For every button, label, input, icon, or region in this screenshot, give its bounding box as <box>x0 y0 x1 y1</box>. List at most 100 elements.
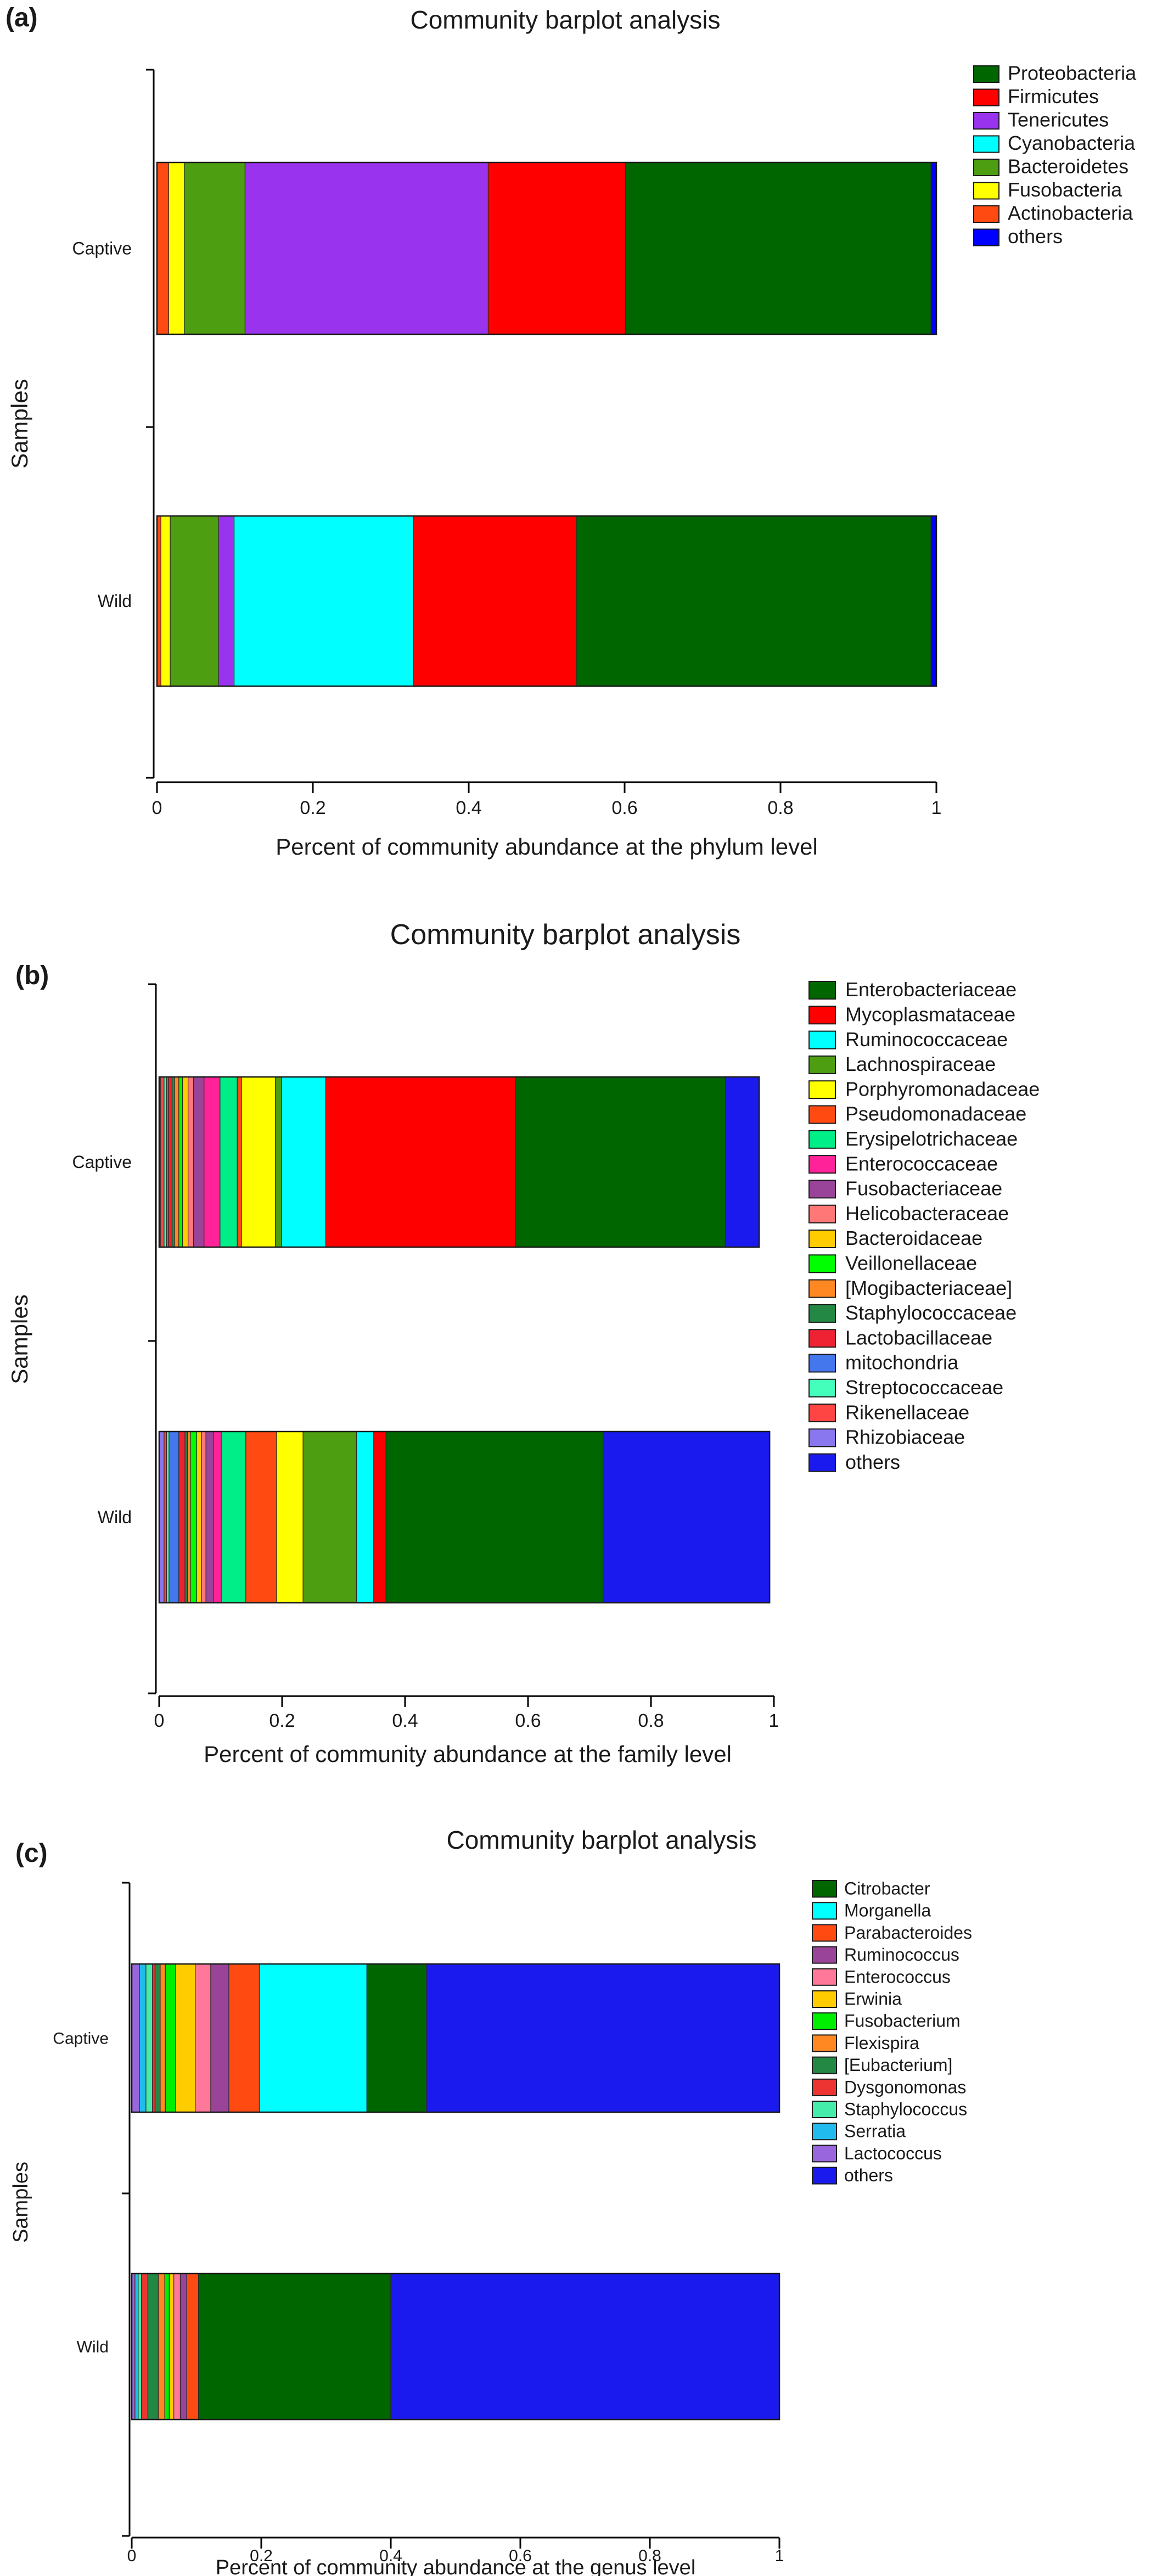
bar-segment-captive-actinobacteria <box>156 162 169 335</box>
legend-swatch-streptococcaceae <box>808 1378 836 1398</box>
y-axis-label: Samples <box>7 379 32 468</box>
legend-swatch-erysipelotrichaceae <box>808 1130 836 1149</box>
legend-swatch-pseudomonadaceae <box>808 1105 836 1124</box>
bar-segment-captive-morganella <box>259 1963 367 2113</box>
category-label-captive: Captive <box>72 239 132 259</box>
bar-segment-wild-fusobacterium <box>164 2273 170 2420</box>
chart-panel-2: (b) Community barplot analysis 0 0.2 0.4 0.6 0… <box>7 919 1040 1767</box>
bar-segment-wild-porphyromonadaceae <box>276 1431 304 1603</box>
category-label-captive: Captive <box>53 2030 109 2048</box>
x-tick-label: 0 <box>127 2547 137 2565</box>
legend-label-helicobacteraceae: Helicobacteraceae <box>845 1202 1009 1225</box>
bar-segment-wild-flexispira <box>158 2273 165 2420</box>
legend-swatch-rhizobiaceae <box>808 1428 836 1447</box>
legend-label-firmicutes: Firmicutes <box>1008 85 1099 108</box>
bar-segment-wild-mogibacteriaceae <box>187 1431 191 1603</box>
x-axis-label: Percent of community abundance at the fa… <box>204 1741 732 1767</box>
x-tick-label: 0.8 <box>767 798 793 818</box>
bar-outline-wild <box>131 2272 780 2421</box>
bar-segment-captive-staphylococcus <box>145 1963 153 2113</box>
legend-label-proteobacteria: Proteobacteria <box>1008 62 1137 85</box>
legend-swatch-morganella <box>812 1902 837 1920</box>
legend-label-streptococcaceae: Streptococcaceae <box>845 1376 1003 1399</box>
legend-label-citrobacter: Citrobacter <box>844 1879 930 1899</box>
bar-segment-captive-firmicutes <box>487 162 626 335</box>
x-tick-label: 0.6 <box>509 2547 532 2565</box>
legend-swatch-fusobacteriaceae <box>808 1180 836 1199</box>
x-tick-label: 0.2 <box>269 1710 295 1731</box>
legend-label-ruminococcaceae: Ruminococcaceae <box>845 1028 1008 1051</box>
bar-segment-captive-citrobacter <box>366 1963 427 2113</box>
legend-label-dysgonomonas: Dysgonomonas <box>844 2077 966 2097</box>
legend-label-lactococcus: Lactococcus <box>844 2143 942 2163</box>
legend-swatch-firmicutes <box>973 88 999 106</box>
bar-segment-wild-rikenellaceae <box>164 1431 167 1603</box>
legend-swatch-mycoplasmataceae <box>808 1006 836 1025</box>
legend-label-fusobacteriaceae: Fusobacteriaceae <box>845 1177 1002 1200</box>
bar-segment-wild-fusobacteriaceae <box>205 1431 214 1603</box>
legend-label-lachnospiraceae: Lachnospiraceae <box>845 1053 996 1075</box>
x-tick-label: 0.6 <box>515 1710 541 1731</box>
bar-segment-captive-ruminococcus <box>210 1963 229 2113</box>
legend-swatch-others <box>973 228 999 246</box>
legend-swatch-ruminococcus <box>812 1946 837 1964</box>
x-axis-label: Percent of community abundance at the ph… <box>276 834 818 860</box>
category-label-wild: Wild <box>98 591 132 611</box>
bar-segment-wild-ruminococcaceae <box>356 1431 374 1603</box>
bar-segment-wild-staphylococcus <box>138 2273 142 2420</box>
bar-segment-captive-rikenellaceae <box>160 1076 165 1248</box>
legend-swatch-mogibacteriaceae <box>808 1279 836 1298</box>
legend-swatch-flexispira <box>812 2034 837 2052</box>
legend-label-mogibacteriaceae: [Mogibacteriaceae] <box>845 1277 1012 1299</box>
legend-swatch-serratia <box>812 2123 837 2141</box>
x-tick-label: 1 <box>931 798 942 818</box>
legend-label-mitochondria: mitochondria <box>845 1351 959 1374</box>
bar-segment-captive-helicobacteraceae <box>188 1076 194 1248</box>
legend-swatch-actinobacteria <box>973 205 999 223</box>
x-tick-label: 0.4 <box>379 2547 402 2565</box>
bar-segment-captive-ruminococcaceae <box>281 1076 327 1248</box>
legend-swatch-staphylococcaceae <box>808 1304 836 1323</box>
chart-panel-3: (c) Community barplot analysis 0 0.2 0.4 0.6 0… <box>9 1826 972 2576</box>
x-tick-label: 0 <box>152 798 162 818</box>
bar-segment-wild-ruminococcus <box>179 2273 187 2420</box>
bar-segment-wild-bacteroidaceae <box>196 1431 202 1603</box>
legend-label-pseudomonadaceae: Pseudomonadaceae <box>845 1103 1026 1125</box>
bar-outline-captive <box>158 1076 760 1248</box>
legend-label-morganella: Morganella <box>844 1901 931 1921</box>
legend-swatch-ruminococcaceae <box>808 1030 836 1050</box>
bar-segment-wild-lactobacillaceae <box>178 1431 186 1603</box>
legend-label-fusobacterium: Fusobacterium <box>844 2011 961 2031</box>
legend-label-others: others <box>844 2165 893 2185</box>
legend-label-mycoplasmataceae: Mycoplasmataceae <box>845 1003 1015 1026</box>
legend-swatch-enterobacteriaceae <box>808 981 836 1000</box>
x-tick-label: 1 <box>775 2547 784 2565</box>
x-tick-label: 0.2 <box>250 2547 273 2565</box>
bar-outline-captive <box>131 1963 780 2113</box>
legend-label-erysipelotrichaceae: Erysipelotrichaceae <box>845 1127 1018 1150</box>
legend-swatch-eubacterium <box>812 2056 837 2074</box>
legend-label-staphylococcus: Staphylococcus <box>844 2100 967 2119</box>
bar-segment-wild-parabacteroides <box>186 2273 199 2420</box>
bar-segment-captive-erwinia <box>175 1963 196 2113</box>
legend-swatch-mitochondria <box>808 1354 836 1373</box>
legend-label-flexispira: Flexispira <box>844 2033 919 2053</box>
bar-segment-captive-serratia <box>139 1963 147 2113</box>
x-tick-label: 0 <box>154 1710 165 1731</box>
bar-segment-captive-porphyromonadaceae <box>241 1076 276 1248</box>
legend-swatch-lactococcus <box>812 2145 837 2163</box>
legend-swatch-others <box>808 1453 836 1472</box>
legend: ProteobacteriaFirmicutesTenericutesCyano… <box>973 62 1137 248</box>
bar-segment-captive-staphylococcaceae <box>171 1076 175 1248</box>
legend-label-ruminococcus: Ruminococcus <box>844 1945 959 1965</box>
y-axis-label: Samples <box>9 2162 32 2243</box>
bar-segment-captive-lachnospiraceae <box>275 1076 282 1248</box>
bar-segment-wild-pseudomonadaceae <box>245 1431 277 1603</box>
legend-label-veillonellaceae: Veillonellaceae <box>845 1252 977 1275</box>
legend-swatch-tenericutes <box>973 112 999 130</box>
legend-swatch-dysgonomonas <box>812 2078 837 2096</box>
legend-label-others: others <box>845 1451 900 1473</box>
legend-label-tenericutes: Tenericutes <box>1008 109 1109 131</box>
legend-swatch-cyanobacteria <box>973 135 999 153</box>
